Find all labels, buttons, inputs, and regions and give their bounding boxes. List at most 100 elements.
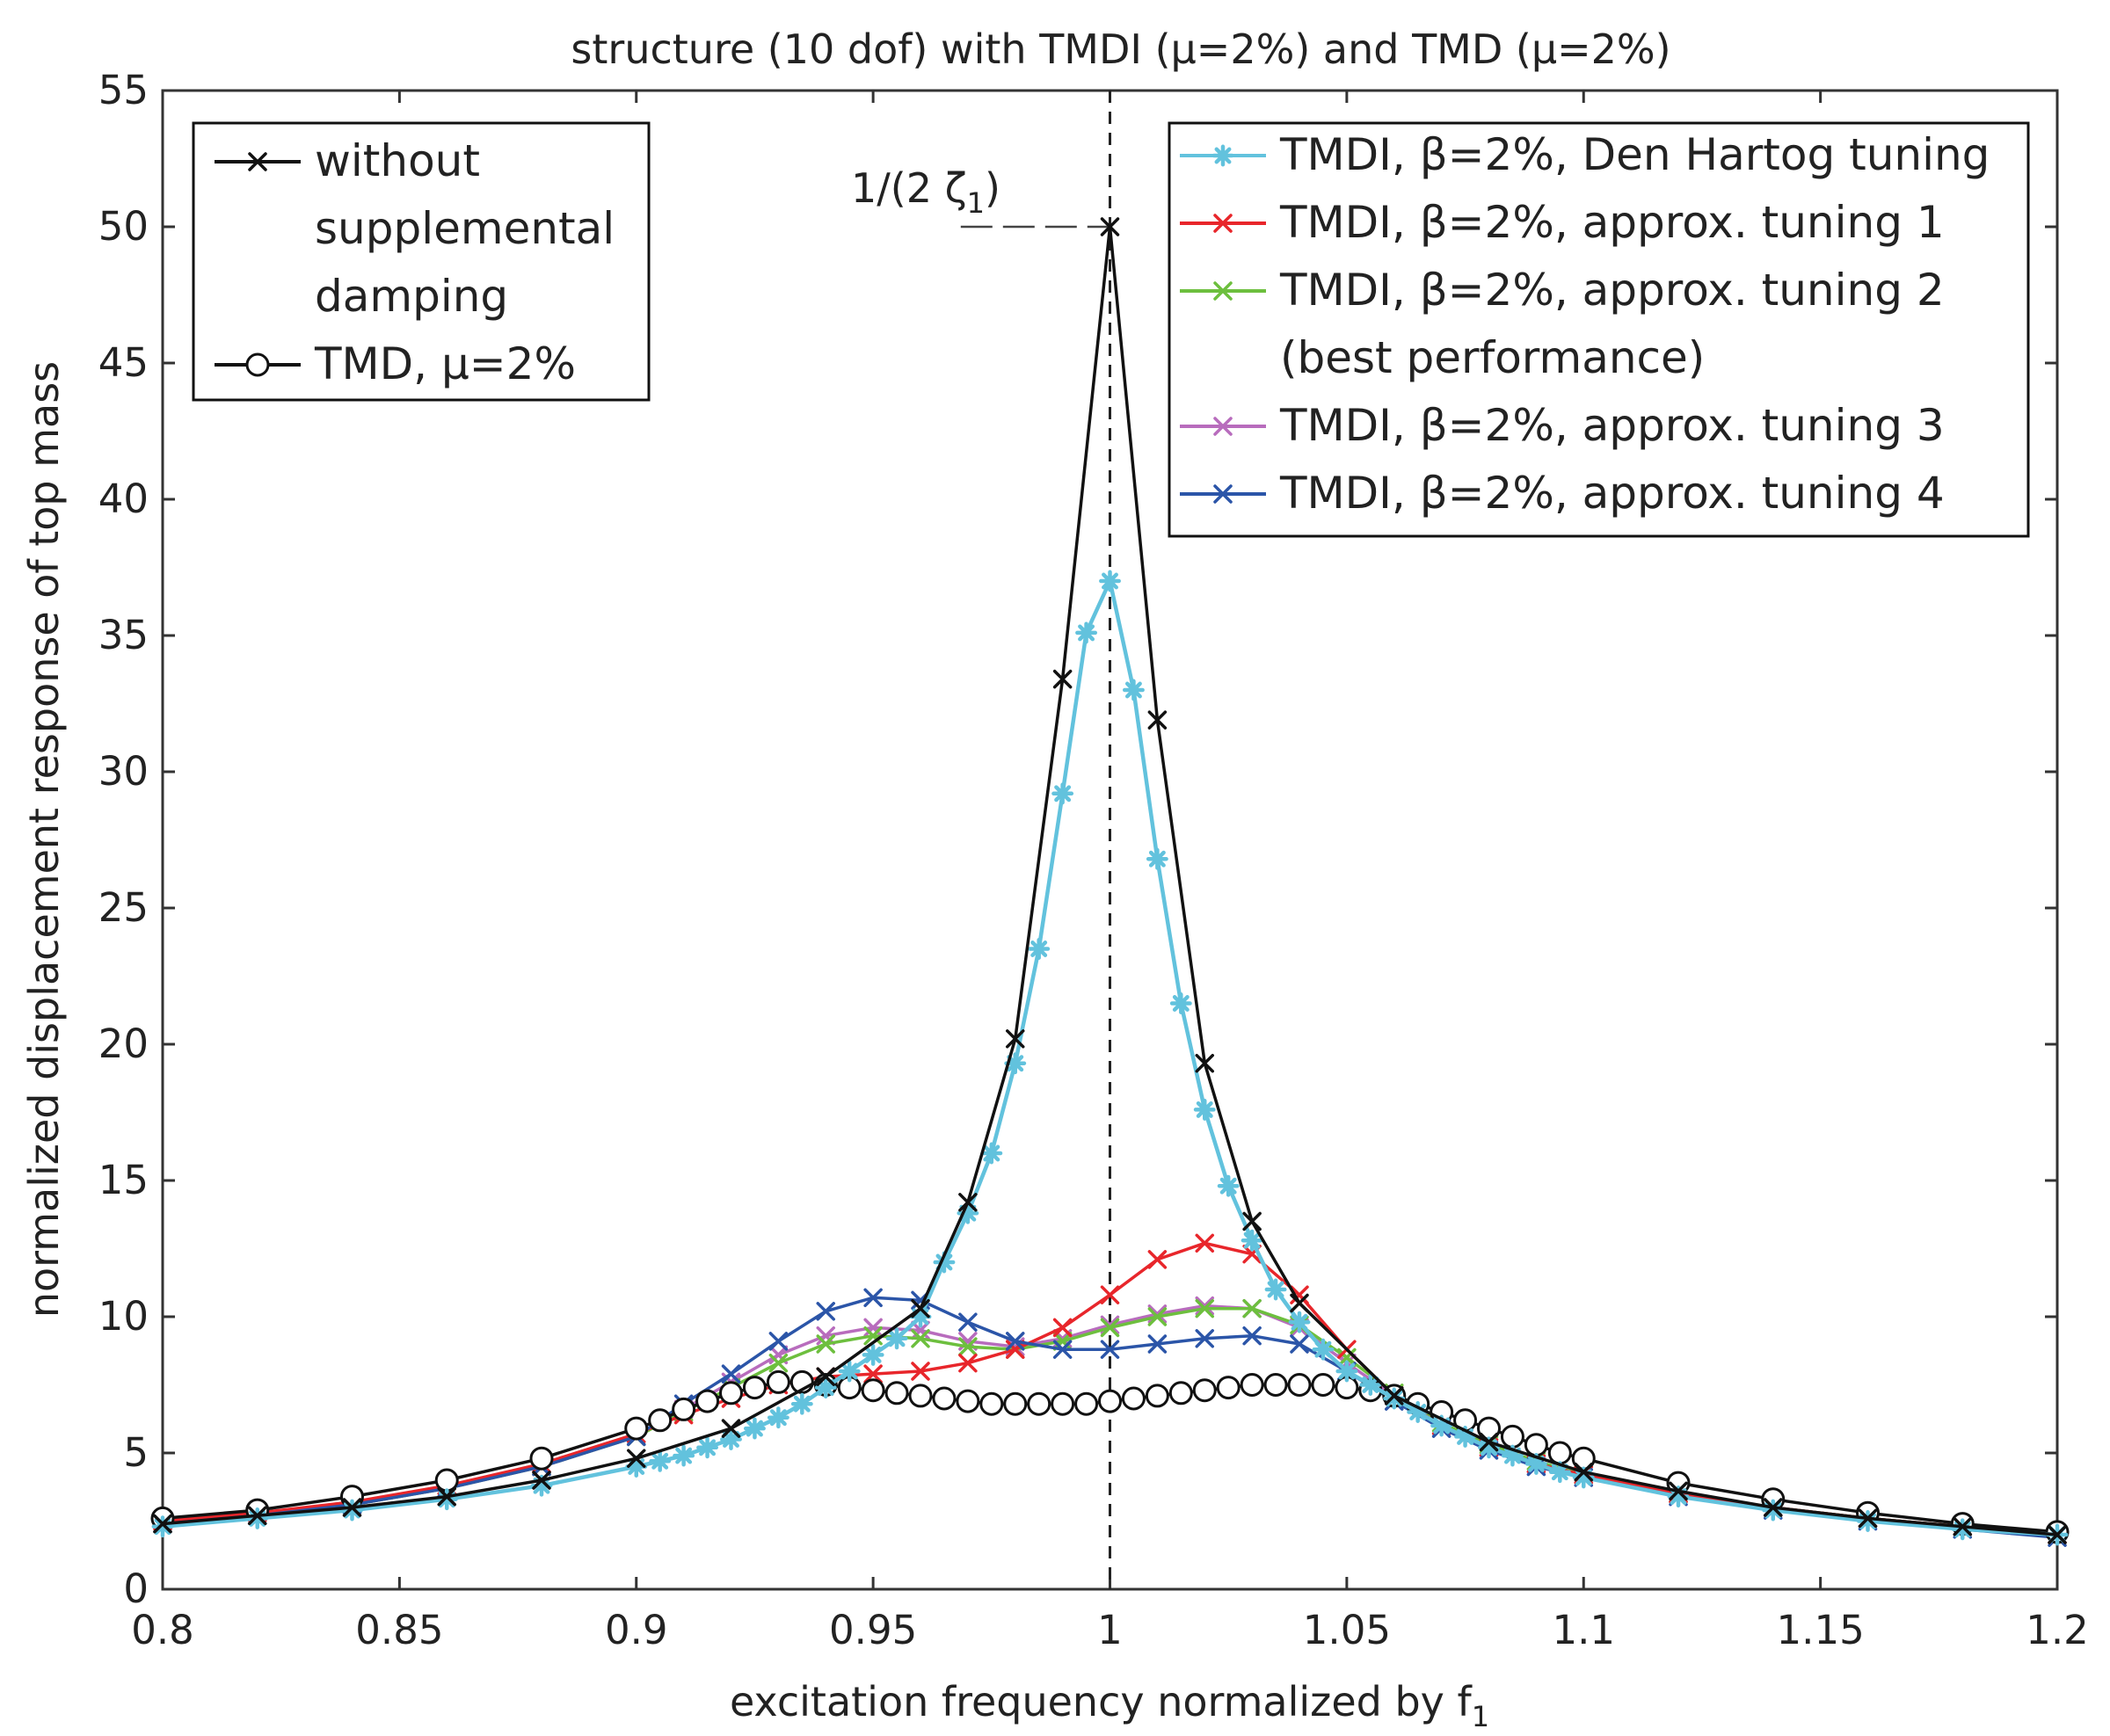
- series-1: [150, 1369, 2070, 1544]
- series-point: [1004, 1052, 1027, 1075]
- legend-swatch-marker: [1213, 417, 1233, 436]
- series-point: [625, 1456, 648, 1478]
- series-point: [932, 1386, 957, 1411]
- series-point: [1242, 1211, 1262, 1231]
- series-point: [1217, 1174, 1240, 1197]
- series-point: [1192, 1378, 1217, 1403]
- legend-left: without supplemental damping TMD, μ=2%: [192, 121, 651, 402]
- series-point: [1052, 1332, 1073, 1351]
- series-point: [1500, 1424, 1524, 1449]
- series-point: [1147, 1250, 1168, 1269]
- legend-label: (best performance): [1280, 332, 1705, 383]
- legend-left-frame: [192, 121, 651, 402]
- series-point: [956, 1389, 980, 1413]
- series-point: [863, 1364, 883, 1384]
- series-point: [861, 1378, 885, 1403]
- series-point: [649, 1449, 672, 1472]
- series-point: [1028, 938, 1051, 960]
- series-point: [719, 1381, 743, 1406]
- chart-title: structure (10 dof) with TMDI (μ=2%) and …: [571, 25, 1670, 73]
- series-point: [816, 1334, 835, 1354]
- x-tick-label: 1.2: [2026, 1607, 2089, 1653]
- series-point: [341, 1499, 363, 1522]
- series-point: [1764, 1498, 1783, 1517]
- series-point: [816, 1367, 835, 1386]
- series-point: [816, 1326, 835, 1346]
- series-point: [1311, 1373, 1335, 1397]
- series-point: [1548, 1461, 1571, 1484]
- series-point: [648, 1408, 673, 1433]
- series-point: [1312, 1338, 1335, 1361]
- series-point: [863, 1318, 883, 1338]
- series-point: [979, 1391, 1004, 1416]
- series-point: [1145, 1384, 1169, 1408]
- series-point: [767, 1406, 789, 1429]
- y-tick-label: 10: [98, 1293, 149, 1340]
- series-point: [2048, 1525, 2067, 1544]
- series-point: [1242, 1326, 1262, 1346]
- legend-label: TMDI, β=2%, approx. tuning 4: [1279, 468, 1945, 519]
- series-point: [1100, 1285, 1120, 1304]
- series-point: [695, 1389, 720, 1413]
- series-point: [1337, 1347, 1357, 1368]
- y-tick-label: 20: [98, 1021, 149, 1067]
- series-point: [673, 1444, 695, 1467]
- series-point: [1195, 1053, 1214, 1073]
- series-point: [248, 1506, 267, 1526]
- series-point: [1240, 1373, 1264, 1397]
- series-point: [911, 1329, 930, 1348]
- series-point: [1242, 1298, 1262, 1318]
- x-tick-label: 0.9: [605, 1607, 668, 1653]
- series-point: [863, 1326, 883, 1346]
- series-point: [1478, 1436, 1500, 1459]
- peak-annotation-text: 1/(2 ζ: [851, 164, 967, 212]
- legend-label: TMDI, β=2%, approx. tuning 3: [1279, 400, 1945, 451]
- y-tick-label: 15: [98, 1157, 149, 1203]
- x-axis-label-text: excitation frequency normalized by f: [730, 1678, 1473, 1725]
- x-tick-label: 1: [1097, 1607, 1123, 1653]
- x-axis-ticks: 0.8 0.85 0.9 0.95 1 1.05 1.1 1.15 1.2: [131, 91, 2089, 1653]
- plot-area: 0 5 10 15 20 25 30 35 40 45 50 55 0.8 0.85 0.9 0.95 1 1.…: [98, 67, 2089, 1653]
- legend-swatch-marker: [248, 152, 267, 171]
- series-point: [1100, 1318, 1120, 1338]
- series-layer: [150, 217, 2070, 1547]
- series-point: [1052, 1318, 1073, 1338]
- series-point: [1335, 1360, 1358, 1383]
- series-point: [672, 1397, 696, 1421]
- series-point: [838, 1360, 861, 1383]
- series-point: [246, 1507, 269, 1529]
- legend-label: without: [315, 135, 480, 186]
- legend-right-frame: [1168, 121, 2030, 538]
- series-point: [1100, 217, 1120, 236]
- y-tick-label: 50: [98, 203, 149, 250]
- series-point: [1454, 1425, 1477, 1448]
- y-tick-label: 55: [98, 67, 149, 113]
- series-point: [1052, 1340, 1073, 1359]
- series-point: [1003, 1391, 1028, 1416]
- x-tick-label: 0.8: [131, 1607, 194, 1653]
- series-point: [1264, 1278, 1287, 1301]
- series-point: [958, 1337, 978, 1356]
- series-point: [1407, 1401, 1430, 1423]
- series-point: [624, 1416, 649, 1441]
- legend-label: TMDI, β=2%, approx. tuning 2: [1279, 265, 1945, 316]
- legend-label: damping: [315, 271, 508, 322]
- legend-right: TMDI, β=2%, Den Hartog tuning TMDI, β=2%,…: [1168, 121, 2030, 538]
- series-point: [720, 1428, 742, 1450]
- series-point: [1290, 1293, 1309, 1313]
- series-point: [742, 1376, 767, 1400]
- series-point: [1288, 1311, 1311, 1333]
- series-point: [1669, 1481, 1688, 1501]
- legend-swatch-marker: [1213, 484, 1233, 504]
- series-point: [816, 1302, 835, 1321]
- series-point: [1263, 1373, 1288, 1397]
- series-point: [1547, 1441, 1572, 1465]
- legend-label: TMD, μ=2%: [314, 338, 576, 389]
- series-point: [532, 1471, 551, 1490]
- series-point: [437, 1486, 456, 1507]
- series-point: [435, 1488, 458, 1511]
- series-point: [1858, 1508, 1878, 1529]
- series-point: [1195, 1296, 1214, 1316]
- series-point: [1524, 1433, 1548, 1457]
